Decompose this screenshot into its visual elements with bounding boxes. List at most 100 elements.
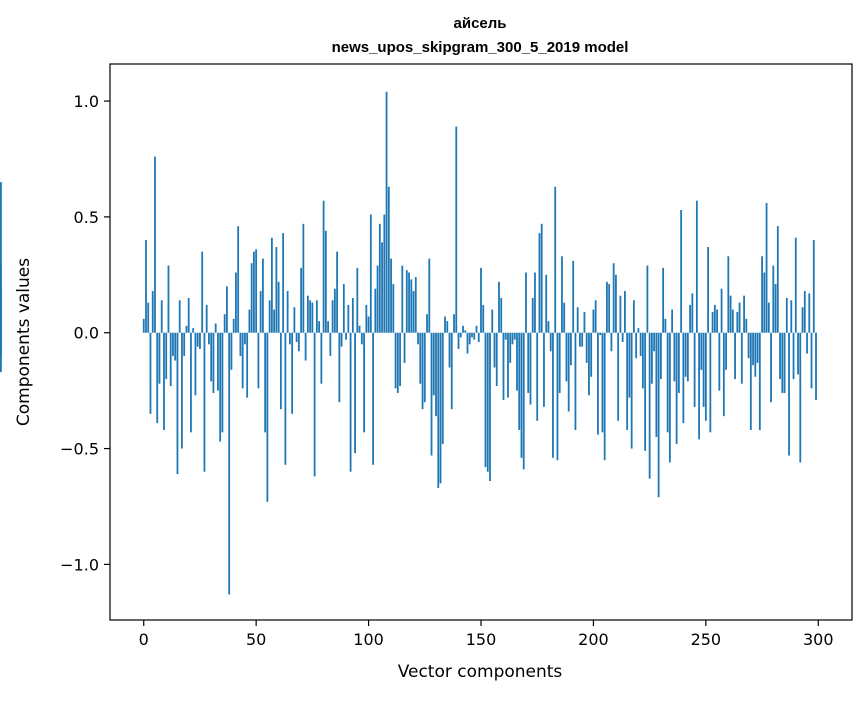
bar-136 [448, 332, 451, 368]
bar-160 [502, 332, 505, 400]
bar-94 [354, 332, 356, 454]
bar-34 [219, 332, 222, 442]
bar-178 [543, 332, 545, 407]
bar-217 [630, 332, 633, 449]
bar-251 [707, 247, 709, 333]
bar-228 [655, 332, 658, 437]
bar-145 [468, 332, 471, 345]
bar-73 [306, 295, 309, 333]
bar-140 [457, 332, 460, 349]
bar-83 [329, 332, 332, 356]
bar-211 [617, 332, 620, 421]
bar-299 [815, 332, 817, 400]
bar-261 [729, 295, 732, 333]
bar-247 [698, 332, 700, 440]
y-axis-ticks: −1.0 −0.5 0.0 0.5 1.0 [60, 92, 110, 574]
bar-268 [745, 318, 748, 333]
bar-31 [212, 332, 215, 393]
bar-6 [156, 332, 159, 424]
bar-165 [513, 332, 516, 340]
bar-40 [232, 318, 235, 333]
bar-280 [772, 265, 775, 333]
bar-148 [475, 325, 478, 333]
bar-225 [648, 332, 651, 479]
bar-293 [801, 307, 804, 333]
bar-35 [221, 332, 224, 433]
bar-197 [585, 332, 588, 363]
bar-224 [646, 265, 649, 333]
bar-14 [174, 332, 177, 361]
x-tick-label: 250 [691, 630, 722, 649]
bar-249 [702, 332, 705, 407]
bar-119 [410, 279, 413, 333]
bar-58 [273, 309, 276, 333]
bar-0 [142, 318, 145, 333]
bar-68 [295, 332, 298, 342]
bar-91 [347, 304, 350, 333]
bar-287 [788, 332, 790, 456]
x-tick-label: 200 [578, 630, 609, 649]
bar-24 [196, 332, 199, 347]
bar-27 [203, 332, 206, 472]
bar-25 [199, 332, 201, 349]
chart-subtitle: news_upos_skipgram_300_5_2019 model [332, 39, 629, 56]
bar-120 [412, 291, 415, 333]
bar-212 [619, 295, 622, 333]
bar-109 [387, 186, 390, 333]
bar-2 [147, 302, 150, 333]
bar-284 [781, 332, 784, 393]
bar-130 [435, 332, 437, 417]
bar-147 [473, 332, 476, 340]
bar-229 [657, 332, 660, 498]
y-tick-label: 0.5 [74, 208, 99, 227]
bar-194 [579, 332, 581, 347]
bar-3 [149, 332, 152, 414]
bar-9 [163, 332, 165, 431]
bar-133 [441, 332, 444, 444]
bar-137 [450, 332, 453, 410]
bar-88 [340, 332, 343, 347]
bar-220 [637, 328, 640, 333]
bar-66 [291, 332, 294, 414]
bar-180 [547, 321, 550, 333]
bar-156 [493, 332, 496, 368]
bar-164 [511, 332, 514, 345]
bar-69 [297, 332, 300, 352]
bar-205 [603, 332, 606, 461]
bar-214 [624, 291, 626, 333]
bar-20 [187, 297, 190, 333]
bar-79 [320, 332, 323, 384]
bar-103 [374, 288, 377, 333]
bar-188 [565, 332, 568, 382]
bar-274 [758, 332, 761, 431]
bar-128 [430, 332, 433, 456]
bar-121 [414, 277, 417, 333]
bar-238 [677, 332, 680, 393]
bar-74 [309, 300, 312, 333]
bar-193 [576, 307, 579, 333]
bar-168 [520, 332, 523, 458]
bar-270 [749, 332, 752, 431]
bar-290 [794, 237, 797, 333]
bar-258 [722, 332, 725, 417]
bar-96 [358, 325, 361, 333]
bar-159 [500, 297, 503, 333]
bar-282 [776, 226, 779, 333]
bar-7 [158, 332, 161, 384]
bar-294 [803, 291, 806, 333]
bar-219 [635, 332, 638, 359]
bar-297 [810, 332, 813, 389]
bar-177 [540, 223, 543, 333]
bar-23 [194, 332, 197, 396]
bar-116 [403, 332, 406, 363]
bar-234 [668, 332, 671, 463]
bar-222 [641, 332, 644, 389]
bar-81 [324, 230, 327, 333]
bar-65 [288, 332, 291, 345]
bar-59 [275, 247, 278, 333]
bar-29 [208, 332, 210, 345]
bar-208 [610, 332, 613, 352]
bar-47 [248, 309, 251, 333]
bar-231 [662, 267, 665, 333]
bar-233 [666, 332, 669, 433]
